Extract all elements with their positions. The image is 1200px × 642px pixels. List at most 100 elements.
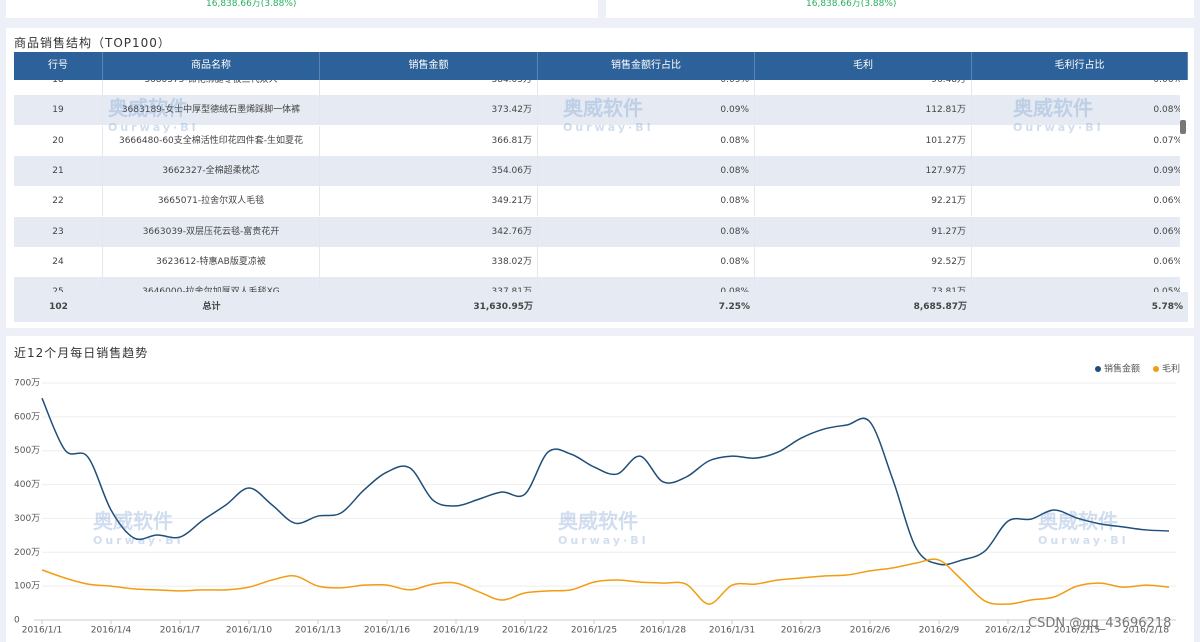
- table-total-row: 102 总计 31,630.95万 7.25% 8,685.87万 5.78%: [14, 292, 1188, 322]
- x-tick-label: 2016/1/31: [709, 626, 755, 636]
- x-tick-label: 2016/2/6: [850, 626, 891, 636]
- table-cell: 112.81万: [755, 95, 972, 126]
- table-cell: 366.81万: [320, 125, 538, 156]
- top-panel: 16,838.66万(3.88%): [606, 0, 1194, 18]
- table-cell: 0.06%: [972, 217, 1180, 247]
- column-header: 销售金额行占比: [538, 52, 755, 80]
- table-cell: 0.05%: [972, 277, 1180, 292]
- total-cell: 31,630.95万: [473, 302, 533, 312]
- table-cell: 0.07%: [972, 126, 1180, 156]
- x-tick-label: 2016/1/25: [571, 626, 617, 636]
- top-panel: 16,838.66万(3.88%): [6, 0, 598, 18]
- kpi-text: 16,838.66万(3.88%): [206, 0, 297, 9]
- legend-label: 销售金额: [1104, 363, 1140, 375]
- x-tick-label: 2016/1/7: [160, 626, 200, 636]
- scrollbar-thumb[interactable]: [1180, 120, 1186, 134]
- total-cell: 5.78%: [1151, 302, 1183, 312]
- x-tick-label: 2016/1/10: [226, 626, 272, 636]
- credit: CSDN @qq_43696218: [1028, 616, 1172, 631]
- chart-panel: 近12个月每日销售趋势: [6, 336, 1194, 642]
- chart-title: 近12个月每日销售趋势: [14, 346, 149, 360]
- table-row: 19 3683189-女士中厚型德绒石墨烯踩脚一体裤 373.42万 0.09% 112…: [14, 95, 1180, 126]
- table-cell: 3662327-全棉超柔枕芯: [103, 155, 320, 186]
- table-cell: 0.06%: [972, 186, 1180, 216]
- legend-marker: [1095, 366, 1101, 372]
- table-cell: 0.09%: [538, 80, 755, 95]
- y-tick-label: 500万: [14, 446, 40, 456]
- table-cell: 24: [14, 246, 103, 277]
- y-tick-label: 0: [14, 616, 20, 626]
- table-cell: 0.09%: [972, 156, 1180, 186]
- table-cell: 3663039-双层压花云毯-富贵花开: [103, 216, 320, 247]
- y-tick-label: 100万: [14, 582, 40, 592]
- table-cell: 373.42万: [320, 95, 538, 126]
- x-tick-label: 2016/2/12: [985, 626, 1031, 636]
- x-tick-label: 2016/1/28: [640, 626, 686, 636]
- table-cell: 22: [14, 186, 103, 217]
- table-cell: 3646000-拉舍尔加厚双人毛毯XG: [103, 277, 320, 292]
- table-cell: 96.48万: [755, 80, 972, 95]
- table-row: 22 3665071-拉舍尔双人毛毯 349.21万 0.08% 92.21万 0.06%: [14, 186, 1180, 217]
- table-cell: 384.05万: [320, 80, 538, 95]
- total-cell: 总计: [202, 302, 221, 312]
- table-cell: 0.08%: [538, 125, 755, 156]
- table-cell: 73.81万: [755, 277, 972, 292]
- table-row: 21 3662327-全棉超柔枕芯 354.06万 0.08% 127.97万 0.09%: [14, 155, 1180, 186]
- table-cell: 3666480-60支全棉活性印花四件套-生如夏花: [103, 125, 320, 156]
- table-cell: 3683189-女士中厚型德绒石墨烯踩脚一体裤: [103, 95, 320, 126]
- table-cell: 3680575-锦花绑腿冬被三代双人: [103, 80, 320, 95]
- table-cell: 20: [14, 125, 103, 156]
- table-cell: 337.81万: [320, 277, 538, 292]
- table-cell: 92.21万: [755, 186, 972, 217]
- table-cell: 3623612-特惠AB版夏凉被: [103, 246, 320, 277]
- table-cell: 21: [14, 155, 103, 186]
- table-cell: 0.06%: [972, 80, 1180, 95]
- x-tick-label: 2016/1/22: [502, 626, 548, 636]
- table-cell: 3665071-拉舍尔双人毛毯: [103, 186, 320, 217]
- table-cell: 0.08%: [538, 277, 755, 292]
- table-cell: 338.02万: [320, 246, 538, 277]
- table-cell: 91.27万: [755, 216, 972, 247]
- x-tick-label: 2016/2/18: [1123, 626, 1169, 636]
- table-cell: 0.08%: [538, 246, 755, 277]
- table-cell: 0.08%: [538, 186, 755, 217]
- x-tick-label: 2016/2/9: [919, 626, 960, 636]
- table-cell: 23: [14, 216, 103, 247]
- y-tick-label: 200万: [14, 548, 40, 558]
- table-title: 商品销售结构（TOP100）: [14, 36, 171, 50]
- table-cell: 349.21万: [320, 186, 538, 217]
- x-tick-label: 2016/2/15: [1054, 626, 1100, 636]
- y-tick-label: 700万: [14, 379, 40, 389]
- table-panel: 商品销售结构（TOP100） 行号 商品名称 销售金额 销售金额行占比 毛利 毛利行占比 …: [6, 28, 1194, 328]
- table-cell: 0.08%: [538, 155, 755, 186]
- total-cell: 8,685.87万: [913, 302, 967, 312]
- table-cell: 19: [14, 95, 103, 126]
- column-header: 行号: [14, 52, 103, 80]
- x-tick-label: 2016/1/13: [295, 626, 341, 636]
- x-tick-label: 2016/1/1: [22, 626, 62, 636]
- table-cell: 354.06万: [320, 155, 538, 186]
- table-body: 18 3680575-锦花绑腿冬被三代双人 384.05万 0.09% 96.48万 0.…: [14, 80, 1180, 292]
- column-header: 商品名称: [103, 52, 320, 80]
- x-tick-label: 2016/1/16: [364, 626, 410, 636]
- legend-marker: [1153, 366, 1160, 372]
- table-cell: 0.08%: [538, 216, 755, 247]
- column-header: 销售金额: [320, 52, 538, 80]
- total-cell: 7.25%: [718, 302, 750, 312]
- total-cell: 102: [49, 302, 68, 312]
- column-header: 毛利行占比: [972, 52, 1188, 80]
- column-header: 毛利: [755, 52, 972, 80]
- table-row: 23 3663039-双层压花云毯-富贵花开 342.76万 0.08% 91.27万 0…: [14, 216, 1180, 247]
- table-header: 行号 商品名称 销售金额 销售金额行占比 毛利 毛利行占比: [14, 52, 1188, 80]
- table-row: 20 3666480-60支全棉活性印花四件套-生如夏花 366.81万 0.08% 1…: [14, 125, 1180, 156]
- kpi-text: 16,838.66万(3.88%): [806, 0, 897, 9]
- table-cell: 18: [14, 80, 103, 95]
- series-line: [41, 397, 1170, 566]
- x-tick-label: 2016/1/4: [91, 626, 132, 636]
- legend-label: 毛利: [1162, 363, 1180, 375]
- series-line: [41, 558, 1170, 606]
- table-cell: 0.09%: [538, 95, 755, 126]
